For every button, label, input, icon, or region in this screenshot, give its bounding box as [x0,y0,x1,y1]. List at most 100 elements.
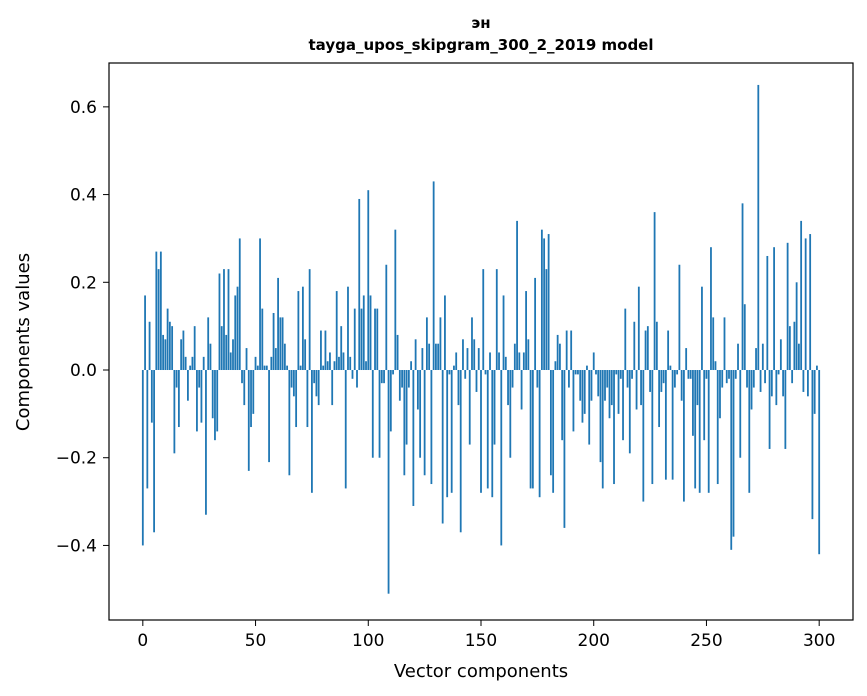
bar-5 [153,370,155,533]
bar-273 [757,84,760,371]
bar-251 [707,370,710,493]
bar-278 [768,370,771,449]
bar-130 [435,343,437,370]
bar-269 [748,370,751,493]
bar-73 [306,370,309,428]
bar-259 [725,370,728,384]
bar-99 [365,361,367,371]
bar-216 [628,370,631,454]
bar-205 [604,370,606,401]
bar-74 [308,269,311,370]
bar-258 [723,317,726,371]
bar-242 [687,370,690,379]
x-tick-label: 50 [245,631,267,651]
bar-168 [520,370,523,410]
bar-66 [290,370,293,388]
bar-64 [286,365,289,371]
bars-group [141,84,821,594]
bar-179 [545,269,548,370]
bar-293 [802,370,805,392]
bar-172 [529,370,532,489]
bar-235 [671,370,674,480]
bar-195 [581,370,584,423]
bar-6 [155,251,158,371]
bar-199 [590,370,593,401]
bar-281 [775,370,778,406]
bar-78 [317,370,320,406]
chart-title-line2: tayga_upos_skipgram_300_2_2019 model [309,36,654,54]
bar-226 [651,370,654,485]
bar-274 [759,370,762,392]
bar-68 [295,370,298,428]
bar-72 [304,339,307,371]
bar-27 [202,356,205,371]
bar-113 [396,334,399,371]
bar-1 [144,295,146,371]
bar-38 [227,269,230,370]
bar-70 [299,365,302,371]
x-tick-label: 300 [803,631,835,651]
bar-250 [705,370,708,379]
bar-33 [216,370,219,432]
bar-53 [261,308,264,371]
bar-110 [389,370,392,432]
x-tick-label: 100 [352,631,384,651]
bar-45 [243,370,246,406]
bar-264 [737,343,739,370]
bar-245 [694,370,697,489]
bar-165 [513,343,516,370]
bar-21 [189,365,192,371]
bar-292 [800,220,803,371]
bar-3 [148,321,151,370]
bar-197 [586,365,588,371]
bar-41 [234,295,237,371]
bar-7 [157,269,160,370]
bar-43 [238,238,241,370]
x-tick-label: 150 [465,631,497,651]
bar-51 [256,365,259,371]
bar-92 [349,356,352,371]
bar-97 [360,308,363,371]
bar-83 [329,352,331,370]
bar-294 [804,238,807,370]
bar-186 [561,370,564,441]
bar-182 [552,370,555,493]
bar-56 [268,370,270,463]
bar-190 [570,330,573,371]
bar-299 [816,365,818,371]
bar-17 [180,339,183,371]
bar-178 [543,238,546,370]
bar-286 [786,242,789,371]
bar-101 [369,295,372,371]
bar-152 [484,370,487,375]
bar-9 [162,334,165,371]
bar-29 [207,317,210,371]
bar-253 [712,317,715,371]
bar-167 [518,352,521,370]
bar-183 [554,361,557,371]
bar-233 [667,330,670,371]
bar-160 [502,295,505,371]
bar-234 [669,365,672,371]
bar-191 [572,370,575,432]
bar-211 [617,370,620,414]
bar-270 [750,370,753,410]
bar-157 [495,269,498,370]
bar-67 [292,370,295,397]
bar-140 [457,370,460,406]
bar-57 [270,356,273,371]
bar-69 [297,291,300,370]
bar-202 [597,370,600,397]
bar-42 [236,286,239,371]
bar-86 [335,291,338,370]
bar-144 [466,348,469,371]
bar-151 [482,269,485,370]
bar-166 [516,220,518,371]
bar-227 [653,212,656,371]
bar-267 [743,304,746,371]
bar-84 [331,370,334,406]
bar-128 [430,370,433,485]
bar-89 [342,352,345,370]
bar-30 [209,343,212,370]
bar-275 [761,343,764,370]
